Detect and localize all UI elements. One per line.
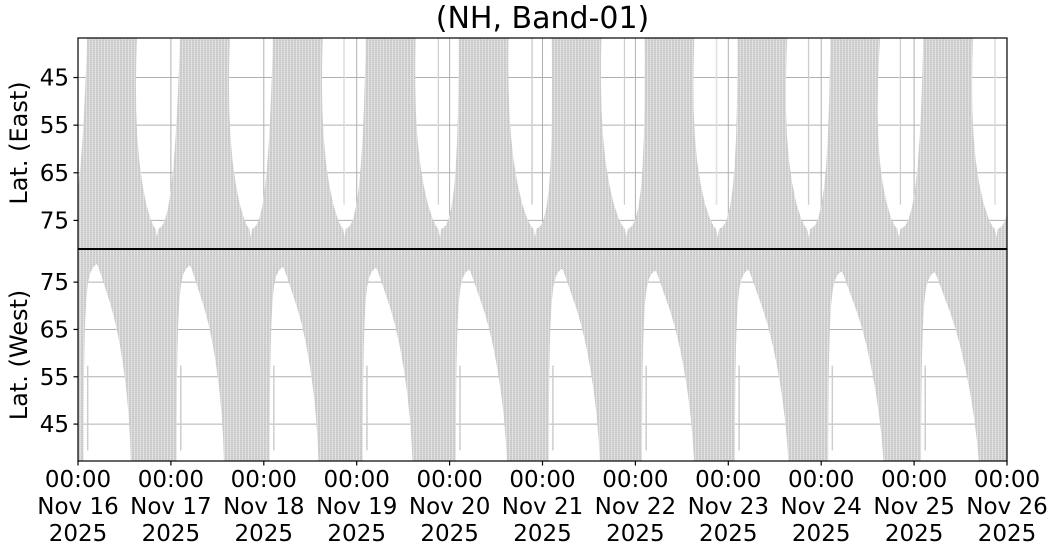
x-tick-label-date: Nov 21 bbox=[502, 494, 583, 520]
x-tick-label-date: Nov 23 bbox=[688, 494, 769, 520]
coverage-sliver-west bbox=[831, 365, 834, 451]
x-tick-label-time: 00:00 bbox=[231, 467, 297, 493]
y-axis-label-west: Lat. (West) bbox=[5, 289, 33, 421]
x-tick-label-date: Nov 22 bbox=[595, 494, 676, 520]
x-tick-label-time: 00:00 bbox=[416, 467, 482, 493]
coverage-hairline-east bbox=[994, 38, 996, 205]
coverage-sliver-west bbox=[738, 365, 740, 451]
coverage-region-east bbox=[78, 38, 1007, 249]
x-tick-label-date: Nov 19 bbox=[316, 494, 397, 520]
x-tick-label-year: 2025 bbox=[235, 521, 294, 547]
coverage-hairline-east bbox=[531, 38, 533, 205]
x-tick-label-time: 00:00 bbox=[324, 467, 390, 493]
coverage-sliver-west bbox=[273, 365, 275, 451]
x-tick-label-year: 2025 bbox=[513, 521, 572, 547]
coverage-sliver-west bbox=[645, 365, 647, 451]
x-tick-label-date: Nov 26 bbox=[966, 494, 1047, 520]
coverage-sliver-west bbox=[924, 365, 926, 451]
x-tick-label-date: Nov 25 bbox=[873, 494, 954, 520]
x-tick-label-date: Nov 18 bbox=[223, 494, 304, 520]
x-tick-label-time: 00:00 bbox=[138, 467, 204, 493]
x-tick-label-year: 2025 bbox=[978, 521, 1037, 547]
coverage-sliver-west bbox=[180, 365, 182, 451]
y-axis-label-east: Lat. (East) bbox=[5, 81, 33, 205]
coverage-hairline-east bbox=[437, 38, 439, 205]
x-tick-label-date: Nov 17 bbox=[130, 494, 211, 520]
x-tick-label-year: 2025 bbox=[792, 521, 851, 547]
x-tick-label-date: Nov 24 bbox=[780, 494, 861, 520]
x-tick-label-year: 2025 bbox=[142, 521, 201, 547]
x-tick-label-date: Nov 16 bbox=[37, 494, 118, 520]
x-tick-label-date: Nov 20 bbox=[409, 494, 490, 520]
x-tick-label-year: 2025 bbox=[885, 521, 944, 547]
y-tick-label: 75 bbox=[40, 270, 69, 296]
coverage-hairline-east bbox=[623, 38, 626, 205]
x-tick-label-year: 2025 bbox=[606, 521, 665, 547]
axis-ticks bbox=[73, 76, 1008, 466]
coverage-hairline-east bbox=[715, 38, 718, 205]
coverage-sliver-west bbox=[552, 365, 554, 451]
coverage-sliver-west bbox=[86, 365, 89, 451]
x-tick-label-year: 2025 bbox=[327, 521, 386, 547]
x-tick-label-time: 00:00 bbox=[788, 467, 854, 493]
chart-title: (NH, Band-01) bbox=[435, 1, 650, 36]
y-tick-label: 45 bbox=[40, 66, 69, 92]
y-tick-label: 55 bbox=[40, 113, 69, 139]
x-tick-label-time: 00:00 bbox=[602, 467, 668, 493]
x-tick-label-time: 00:00 bbox=[695, 467, 761, 493]
coverage-region-west bbox=[78, 249, 1007, 461]
coverage-sliver-west bbox=[459, 365, 461, 451]
coverage-sliver-west bbox=[366, 365, 368, 451]
x-tick-label-year: 2025 bbox=[699, 521, 758, 547]
y-tick-label: 65 bbox=[40, 161, 69, 187]
coverage-hairline-east bbox=[343, 38, 345, 205]
y-tick-label: 75 bbox=[40, 208, 69, 234]
y-tick-label: 45 bbox=[40, 412, 69, 438]
x-tick-label-year: 2025 bbox=[420, 521, 479, 547]
y-tick-label: 55 bbox=[40, 365, 69, 391]
x-tick-label-time: 00:00 bbox=[509, 467, 575, 493]
x-tick-label-time: 00:00 bbox=[45, 467, 111, 493]
x-tick-label-year: 2025 bbox=[49, 521, 108, 547]
x-tick-label-time: 00:00 bbox=[974, 467, 1040, 493]
coverage-hairline-east bbox=[807, 38, 810, 205]
coverage-hairline-east bbox=[899, 38, 902, 205]
y-tick-label: 65 bbox=[40, 317, 69, 343]
x-tick-label-time: 00:00 bbox=[881, 467, 947, 493]
